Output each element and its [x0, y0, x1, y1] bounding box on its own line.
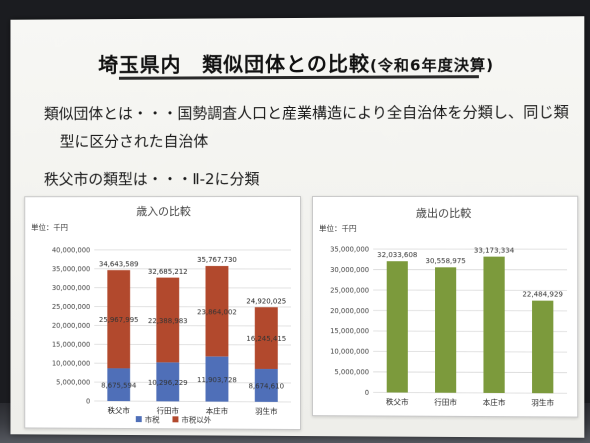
data-label: 30,558,975: [425, 257, 465, 265]
bar-1-2: [435, 267, 457, 393]
title-underline: [118, 75, 479, 80]
data-label: 10,296,229: [148, 379, 188, 387]
revenue-chart-panel: 歳入の比較単位：千円 40,000,000 35,000,000 30,000,000…: [24, 195, 301, 431]
slide-title-sub: (令和6年度決算): [369, 56, 495, 75]
bar-1-3: [483, 256, 505, 394]
unit-label: 単位：千円: [31, 222, 68, 232]
data-label: 16,245,415: [246, 335, 286, 343]
definition-line-1: 類似団体とは・・・国勢調査人口と産業構造により全自治体を分類し、同じ類: [43, 103, 569, 123]
bar-1-1: [107, 368, 131, 402]
y-tick-label: 5,000,000: [334, 368, 369, 376]
y-tick-label: 35,000,000: [52, 265, 90, 273]
data-label: 8,675,594: [101, 382, 137, 390]
bar-2-3: [206, 266, 229, 358]
x-tick-label: 本庄市: [206, 406, 229, 416]
total-label: 35,767,730: [197, 256, 237, 264]
y-tick-label: 10,000,000: [330, 348, 369, 356]
total-label: 34,643,589: [99, 260, 139, 268]
data-label: 8,674,610: [249, 382, 284, 390]
x-tick-label: 秩父市: [386, 396, 409, 406]
data-label: 22,388,983: [148, 317, 188, 325]
legend-label: 市税以外: [181, 414, 211, 424]
legend-swatch: [172, 416, 179, 423]
x-tick-label: 羽生市: [531, 397, 554, 407]
bar-2-2: [156, 277, 180, 363]
chart-title: 歳入の比較: [136, 204, 191, 218]
definition-line-2: 型に区分された自治体: [59, 132, 209, 151]
y-tick-label: 25,000,000: [330, 286, 369, 294]
y-tick-label: 15,000,000: [330, 327, 369, 335]
y-tick-label: 25,000,000: [52, 303, 90, 311]
y-tick-label: 40,000,000: [52, 246, 90, 254]
bar-1-4: [532, 300, 554, 394]
slide-title-main: 埼玉県内 類似団体との比較: [98, 51, 370, 77]
y-tick-label: 20,000,000: [52, 322, 90, 330]
data-label: 33,173,334: [474, 247, 515, 255]
y-tick-label: 30,000,000: [52, 284, 90, 292]
expenditure-chart-panel: 歳出の比較単位：千円 35,000,000 30,000,000 25,000,000…: [312, 195, 579, 418]
presentation-slide: 埼玉県内 類似団体との比較(令和6年度決算) 類似団体とは・・・国勢調査人口と産…: [10, 16, 585, 438]
legend-label: 市税: [145, 414, 160, 424]
chart-title: 歳出の比較: [416, 206, 471, 220]
bar-1-1: [386, 261, 408, 393]
unit-label: 単位：千円: [319, 223, 357, 233]
legend-swatch: [135, 416, 142, 423]
bar-1-4: [255, 369, 278, 403]
y-tick-label: 10,000,000: [52, 360, 90, 368]
x-tick-label: 行田市: [434, 397, 457, 407]
y-tick-label: 30,000,000: [330, 266, 369, 274]
total-label: 32,685,212: [148, 268, 188, 276]
x-tick-label: 秩父市: [108, 405, 131, 415]
y-tick-label: 15,000,000: [52, 341, 90, 349]
y-tick-label: 35,000,000: [330, 245, 369, 253]
y-tick-label: 20,000,000: [330, 307, 369, 315]
x-tick-label: 行田市: [157, 405, 180, 415]
data-label: 22,484,929: [522, 291, 563, 299]
y-tick-label: 0: [86, 397, 90, 405]
slide-title: 埼玉県内 類似団体との比較(令和6年度決算): [10, 46, 584, 78]
y-tick-label: 5,000,000: [56, 378, 90, 386]
y-tick-label: 0: [365, 389, 369, 397]
bar-2-1: [107, 270, 131, 369]
x-tick-label: 羽生市: [255, 406, 278, 416]
data-label: 25,967,995: [99, 316, 139, 324]
data-label: 23,864,002: [197, 308, 237, 316]
data-label: 32,033,608: [377, 251, 417, 259]
bar-1-3: [206, 357, 229, 403]
bar-1-2: [156, 362, 180, 402]
data-label: 11,903,728: [197, 376, 237, 384]
bar-2-4: [255, 307, 278, 370]
total-label: 24,920,025: [246, 297, 286, 305]
x-tick-label: 本庄市: [483, 397, 506, 407]
classification-line: 秩父市の類型は・・・Ⅱ-2に分類: [43, 170, 260, 189]
